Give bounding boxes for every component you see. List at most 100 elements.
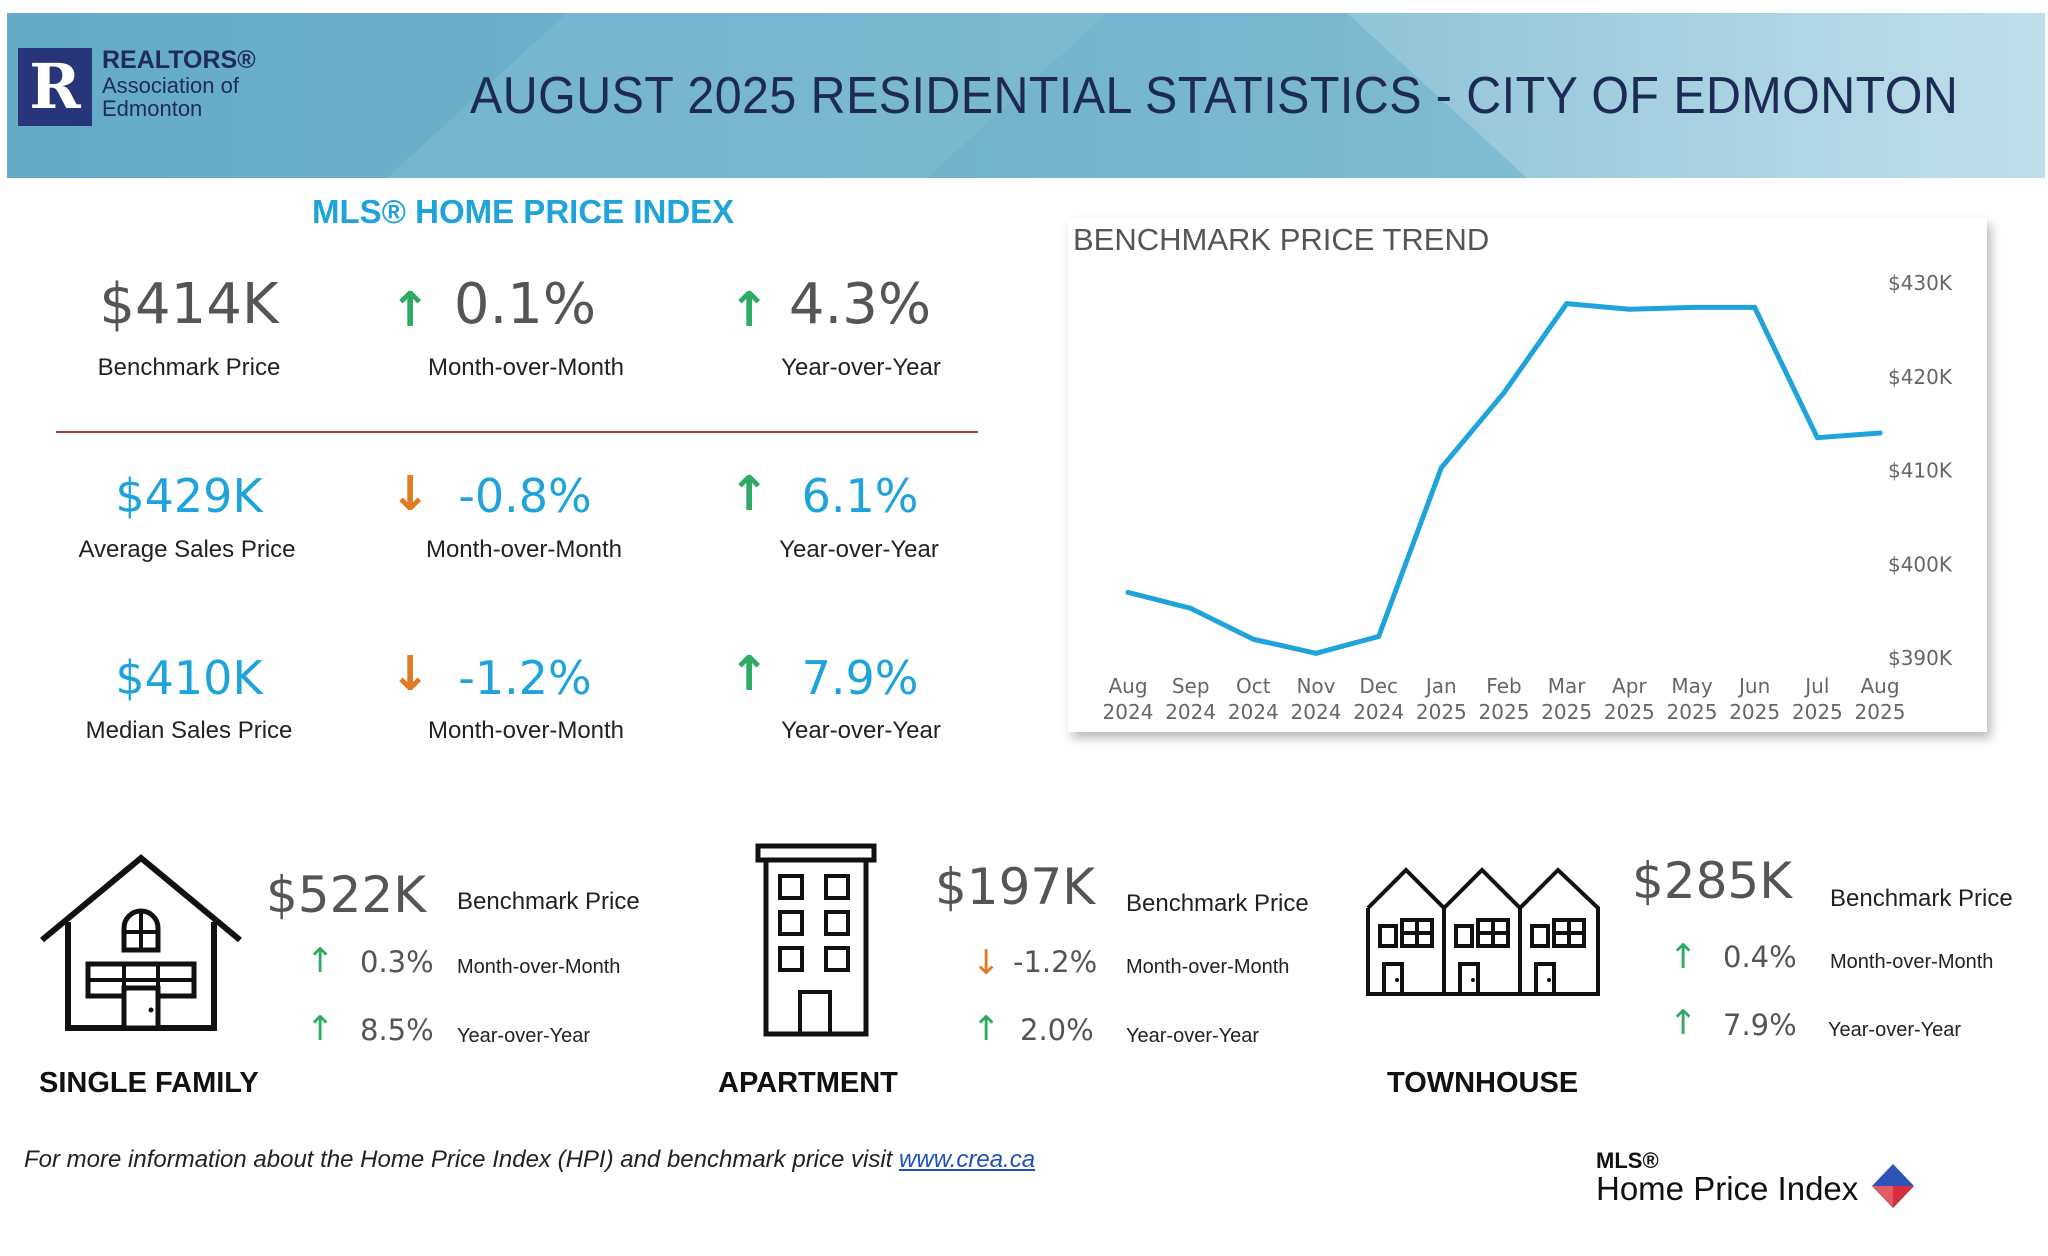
x-tick-label: 2025	[1604, 700, 1655, 724]
x-tick-label: Mar	[1548, 674, 1587, 698]
arrow-up-icon: ↑	[729, 466, 770, 522]
apartment-yoy-label: Year-over-Year	[1126, 1025, 1260, 1047]
org-name-line2: Association of	[102, 73, 239, 98]
single-family-title: SINGLE FAMILY	[39, 1067, 259, 1099]
single-family-price: $522K	[266, 866, 427, 924]
benchmark-yoy-label: Year-over-Year	[781, 354, 941, 381]
x-tick-label: 2025	[1855, 700, 1906, 724]
townhouse-mom: 0.4%	[1723, 940, 1797, 974]
median-yoy-value: 7.9%	[801, 651, 919, 705]
average-mom-value: -0.8%	[458, 469, 592, 523]
apartment-yoy: 2.0%	[1020, 1013, 1094, 1047]
townhouse-icon	[1366, 867, 1600, 996]
x-tick-label: 2025	[1416, 700, 1467, 724]
arrow-up-icon: ↑	[972, 1009, 1001, 1049]
x-tick-label: 2024	[1103, 700, 1154, 724]
data-point	[1564, 301, 1570, 307]
x-tick-label: 2025	[1541, 700, 1592, 724]
footer-note-text: For more information about the Home Pric…	[24, 1146, 900, 1173]
data-point	[1814, 435, 1820, 441]
x-tick-label: Nov	[1296, 674, 1335, 698]
benchmark-price-label: Benchmark Price	[97, 354, 281, 381]
x-tick-label: 2025	[1667, 700, 1718, 724]
data-point	[1376, 633, 1382, 639]
benchmark-price-value: $414K	[99, 272, 279, 337]
average-mom-label: Month-over-Month	[425, 536, 623, 563]
single-family-mom-label: Month-over-Month	[457, 956, 621, 978]
x-tick-label: 2024	[1228, 700, 1279, 724]
average-yoy-value: 6.1%	[801, 469, 919, 523]
townhouse-price-label: Benchmark Price	[1830, 885, 2013, 912]
single-family-price-label: Benchmark Price	[457, 888, 640, 915]
arrow-down-icon: ↓	[390, 646, 431, 702]
page-title: AUGUST 2025 RESIDENTIAL STATISTICS - CIT…	[470, 67, 1959, 125]
data-point	[1689, 304, 1695, 310]
data-point	[1877, 430, 1883, 436]
single-family-yoy: 8.5%	[360, 1013, 434, 1047]
median-mom-value: -1.2%	[458, 651, 592, 705]
data-point	[1188, 605, 1194, 611]
x-tick-label: Jul	[1803, 674, 1829, 698]
average-price-value: $429K	[115, 469, 263, 523]
median-price-label: Median Sales Price	[85, 717, 293, 744]
average-price-label: Average Sales Price	[78, 536, 296, 563]
x-tick-label: 2025	[1729, 700, 1780, 724]
realtors-r-icon: R	[29, 50, 81, 123]
org-name-line3: Edmonton	[102, 96, 203, 121]
average-yoy-label: Year-over-Year	[779, 536, 939, 563]
x-tick-label: Aug	[1860, 674, 1899, 698]
y-tick-label: $410K	[1888, 459, 1953, 483]
crea-link[interactable]: www.crea.ca	[899, 1146, 1036, 1173]
apartment-price-label: Benchmark Price	[1126, 890, 1309, 917]
single-family-house-icon	[40, 854, 242, 1031]
y-tick-label: $400K	[1888, 552, 1953, 576]
y-tick-label: $430K	[1888, 271, 1953, 295]
realtors-logo-box	[18, 48, 92, 126]
data-point	[1125, 589, 1131, 595]
header-banner	[7, 13, 2045, 178]
townhouse-yoy: 7.9%	[1723, 1008, 1797, 1042]
x-tick-label: Jun	[1737, 674, 1770, 698]
townhouse-yoy-label: Year-over-Year	[1828, 1019, 1962, 1041]
y-tick-label: $420K	[1888, 365, 1953, 389]
townhouse-price: $285K	[1632, 852, 1793, 910]
apartment-mom: -1.2%	[1013, 945, 1098, 979]
x-tick-label: Feb	[1486, 674, 1521, 698]
apartment-mom-label: Month-over-Month	[1126, 956, 1290, 978]
arrow-down-icon: ↓	[972, 943, 1001, 983]
townhouse-title: TOWNHOUSE	[1387, 1067, 1579, 1099]
townhouse-mom-label: Month-over-Month	[1830, 951, 1994, 973]
data-point	[1250, 636, 1256, 642]
x-tick-label: Jan	[1424, 674, 1457, 698]
mls-hpi-logo-icon	[1872, 1164, 1914, 1208]
arrow-up-icon: ↑	[1669, 1003, 1698, 1043]
arrow-up-icon: ↑	[729, 646, 770, 702]
median-mom-label: Month-over-Month	[427, 717, 625, 744]
benchmark-trend-chart-card	[1068, 218, 1987, 732]
x-tick-label: Dec	[1359, 674, 1398, 698]
x-tick-label: Aug	[1108, 674, 1147, 698]
arrow-up-icon: ↑	[306, 941, 335, 981]
x-tick-label: Oct	[1236, 674, 1271, 698]
hpi-section-title: MLS® HOME PRICE INDEX	[312, 193, 735, 230]
arrow-up-icon: ↑	[729, 282, 770, 338]
apartment-title: APARTMENT	[718, 1067, 898, 1099]
x-tick-label: May	[1671, 674, 1713, 698]
data-point	[1752, 304, 1758, 310]
median-price-value: $410K	[115, 651, 263, 705]
mls-brand-line2: Home Price Index	[1596, 1170, 1859, 1207]
x-tick-label: 2025	[1792, 700, 1843, 724]
mls-brand-line1: MLS®	[1596, 1148, 1659, 1173]
benchmark-mom-label: Month-over-Month	[427, 354, 625, 381]
data-point	[1501, 390, 1507, 396]
single-family-mom: 0.3%	[360, 945, 434, 979]
data-point	[1626, 306, 1632, 312]
x-tick-label: Apr	[1612, 674, 1647, 698]
x-tick-label: 2024	[1353, 700, 1404, 724]
arrow-up-icon: ↑	[1669, 937, 1698, 977]
chart-title: BENCHMARK PRICE TREND	[1073, 222, 1490, 257]
arrow-down-icon: ↓	[390, 466, 431, 522]
arrow-up-icon: ↑	[306, 1009, 335, 1049]
data-point	[1313, 650, 1319, 656]
single-family-yoy-label: Year-over-Year	[457, 1025, 591, 1047]
